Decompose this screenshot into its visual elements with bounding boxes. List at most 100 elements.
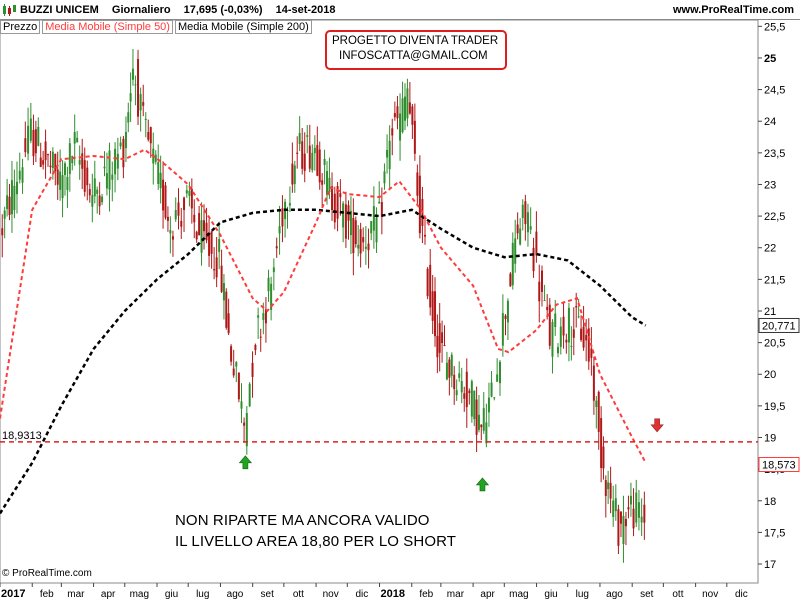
- candle-body: [13, 185, 16, 211]
- candle-body: [6, 195, 9, 210]
- candle-body: [526, 212, 529, 233]
- candle-body: [56, 169, 59, 185]
- candle-body: [157, 162, 160, 185]
- candle-body: [529, 226, 532, 230]
- candle-body: [15, 181, 18, 195]
- y-tick-label: 22: [764, 243, 776, 255]
- candle-body: [245, 412, 248, 447]
- candle-body: [604, 480, 607, 497]
- candle-body: [316, 145, 319, 176]
- candle-body: [174, 210, 177, 220]
- candle-body: [39, 157, 42, 167]
- candle-body: [180, 220, 183, 227]
- candle-body: [424, 234, 427, 237]
- candle-body: [108, 150, 111, 190]
- candle-body: [448, 359, 451, 378]
- candle-body: [590, 348, 593, 358]
- candle-body: [193, 214, 196, 223]
- candle-body: [164, 185, 167, 218]
- candle-body: [306, 135, 309, 137]
- candle-body: [42, 160, 45, 165]
- candle-body: [3, 210, 6, 219]
- candle-body: [551, 321, 554, 357]
- candle-body: [291, 163, 294, 185]
- ticker-name: BUZZI UNICEM: [20, 4, 99, 16]
- candle-body: [326, 171, 329, 195]
- candle-body: [313, 147, 316, 154]
- candle-body: [535, 231, 538, 256]
- candle-body: [396, 106, 399, 119]
- x-tick-label: feb: [419, 589, 433, 600]
- candle-body: [434, 291, 437, 337]
- x-tick-label: giu: [544, 589, 557, 600]
- annotation-line-2: IL LIVELLO AREA 18,80 PER LO SHORT: [175, 533, 457, 550]
- candle-body: [47, 154, 50, 156]
- candle-body: [477, 414, 480, 430]
- x-tick-label: mag: [130, 589, 149, 600]
- x-tick-label: ago: [227, 589, 244, 600]
- candle-body: [612, 500, 615, 518]
- candle-body: [218, 239, 221, 252]
- candle-body: [134, 84, 137, 86]
- y-tick-label: 25: [764, 53, 776, 65]
- candle-body: [101, 196, 104, 203]
- candle-body: [441, 332, 444, 344]
- candle-body: [111, 174, 114, 180]
- candle-body: [71, 155, 74, 164]
- candle-body: [487, 397, 490, 413]
- candle-body: [426, 268, 429, 297]
- legend-price[interactable]: Prezzo: [0, 20, 41, 34]
- candle-body: [375, 217, 378, 243]
- candle-body: [595, 400, 598, 408]
- x-tick-label: apr: [101, 589, 116, 600]
- last-value-label: 20,771: [762, 320, 796, 332]
- candle-body: [205, 222, 208, 241]
- candle-body: [32, 129, 35, 157]
- candle-body: [619, 511, 622, 524]
- candle-body: [401, 98, 404, 133]
- legend-ma50[interactable]: Media Mobile (Simple 50): [42, 20, 173, 34]
- candle-body: [171, 236, 174, 240]
- candle-body: [18, 170, 21, 180]
- y-tick-label: 17,5: [764, 527, 785, 539]
- x-tick-label: 2018: [381, 588, 405, 600]
- candle-body: [63, 163, 66, 175]
- x-tick-label: set: [640, 589, 654, 600]
- candle-body: [592, 365, 595, 401]
- x-tick-label: dic: [735, 589, 748, 600]
- candle-body: [257, 315, 260, 318]
- candle-body: [76, 137, 79, 143]
- candle-body: [493, 397, 496, 399]
- ma200-line: [0, 208, 647, 515]
- y-tick-label: 21: [764, 306, 776, 318]
- candle-body: [142, 102, 145, 106]
- candle-body: [480, 424, 483, 428]
- candle-body: [408, 102, 411, 114]
- x-tick-label: ott: [672, 589, 683, 600]
- candle-body: [27, 125, 30, 154]
- ticker-info: BUZZI UNICEM Giornaliero 17,695 (-0,03%)…: [20, 4, 346, 16]
- candle-body: [567, 307, 570, 343]
- candle-body: [482, 408, 485, 431]
- candle-body: [298, 133, 301, 145]
- candle-body: [496, 374, 499, 382]
- candle-body: [129, 93, 132, 102]
- candle-body: [308, 145, 311, 169]
- candle-body: [565, 339, 568, 343]
- candle-body: [21, 167, 24, 183]
- last-value-tag: [758, 457, 800, 473]
- candle-body: [362, 237, 365, 243]
- candle-body: [470, 381, 473, 417]
- candle-body: [131, 68, 134, 80]
- candle-body: [251, 362, 254, 377]
- candle-body: [119, 142, 122, 147]
- candle-body: [445, 362, 448, 380]
- legend-ma200[interactable]: Media Mobile (Simple 200): [174, 20, 312, 34]
- candle-body: [149, 127, 152, 144]
- candle-body: [597, 391, 600, 432]
- candle-body: [475, 399, 478, 435]
- candle-body: [66, 176, 69, 191]
- site-url[interactable]: www.ProRealTime.com: [672, 4, 794, 16]
- candle-body: [614, 498, 617, 512]
- candle-body: [557, 347, 560, 354]
